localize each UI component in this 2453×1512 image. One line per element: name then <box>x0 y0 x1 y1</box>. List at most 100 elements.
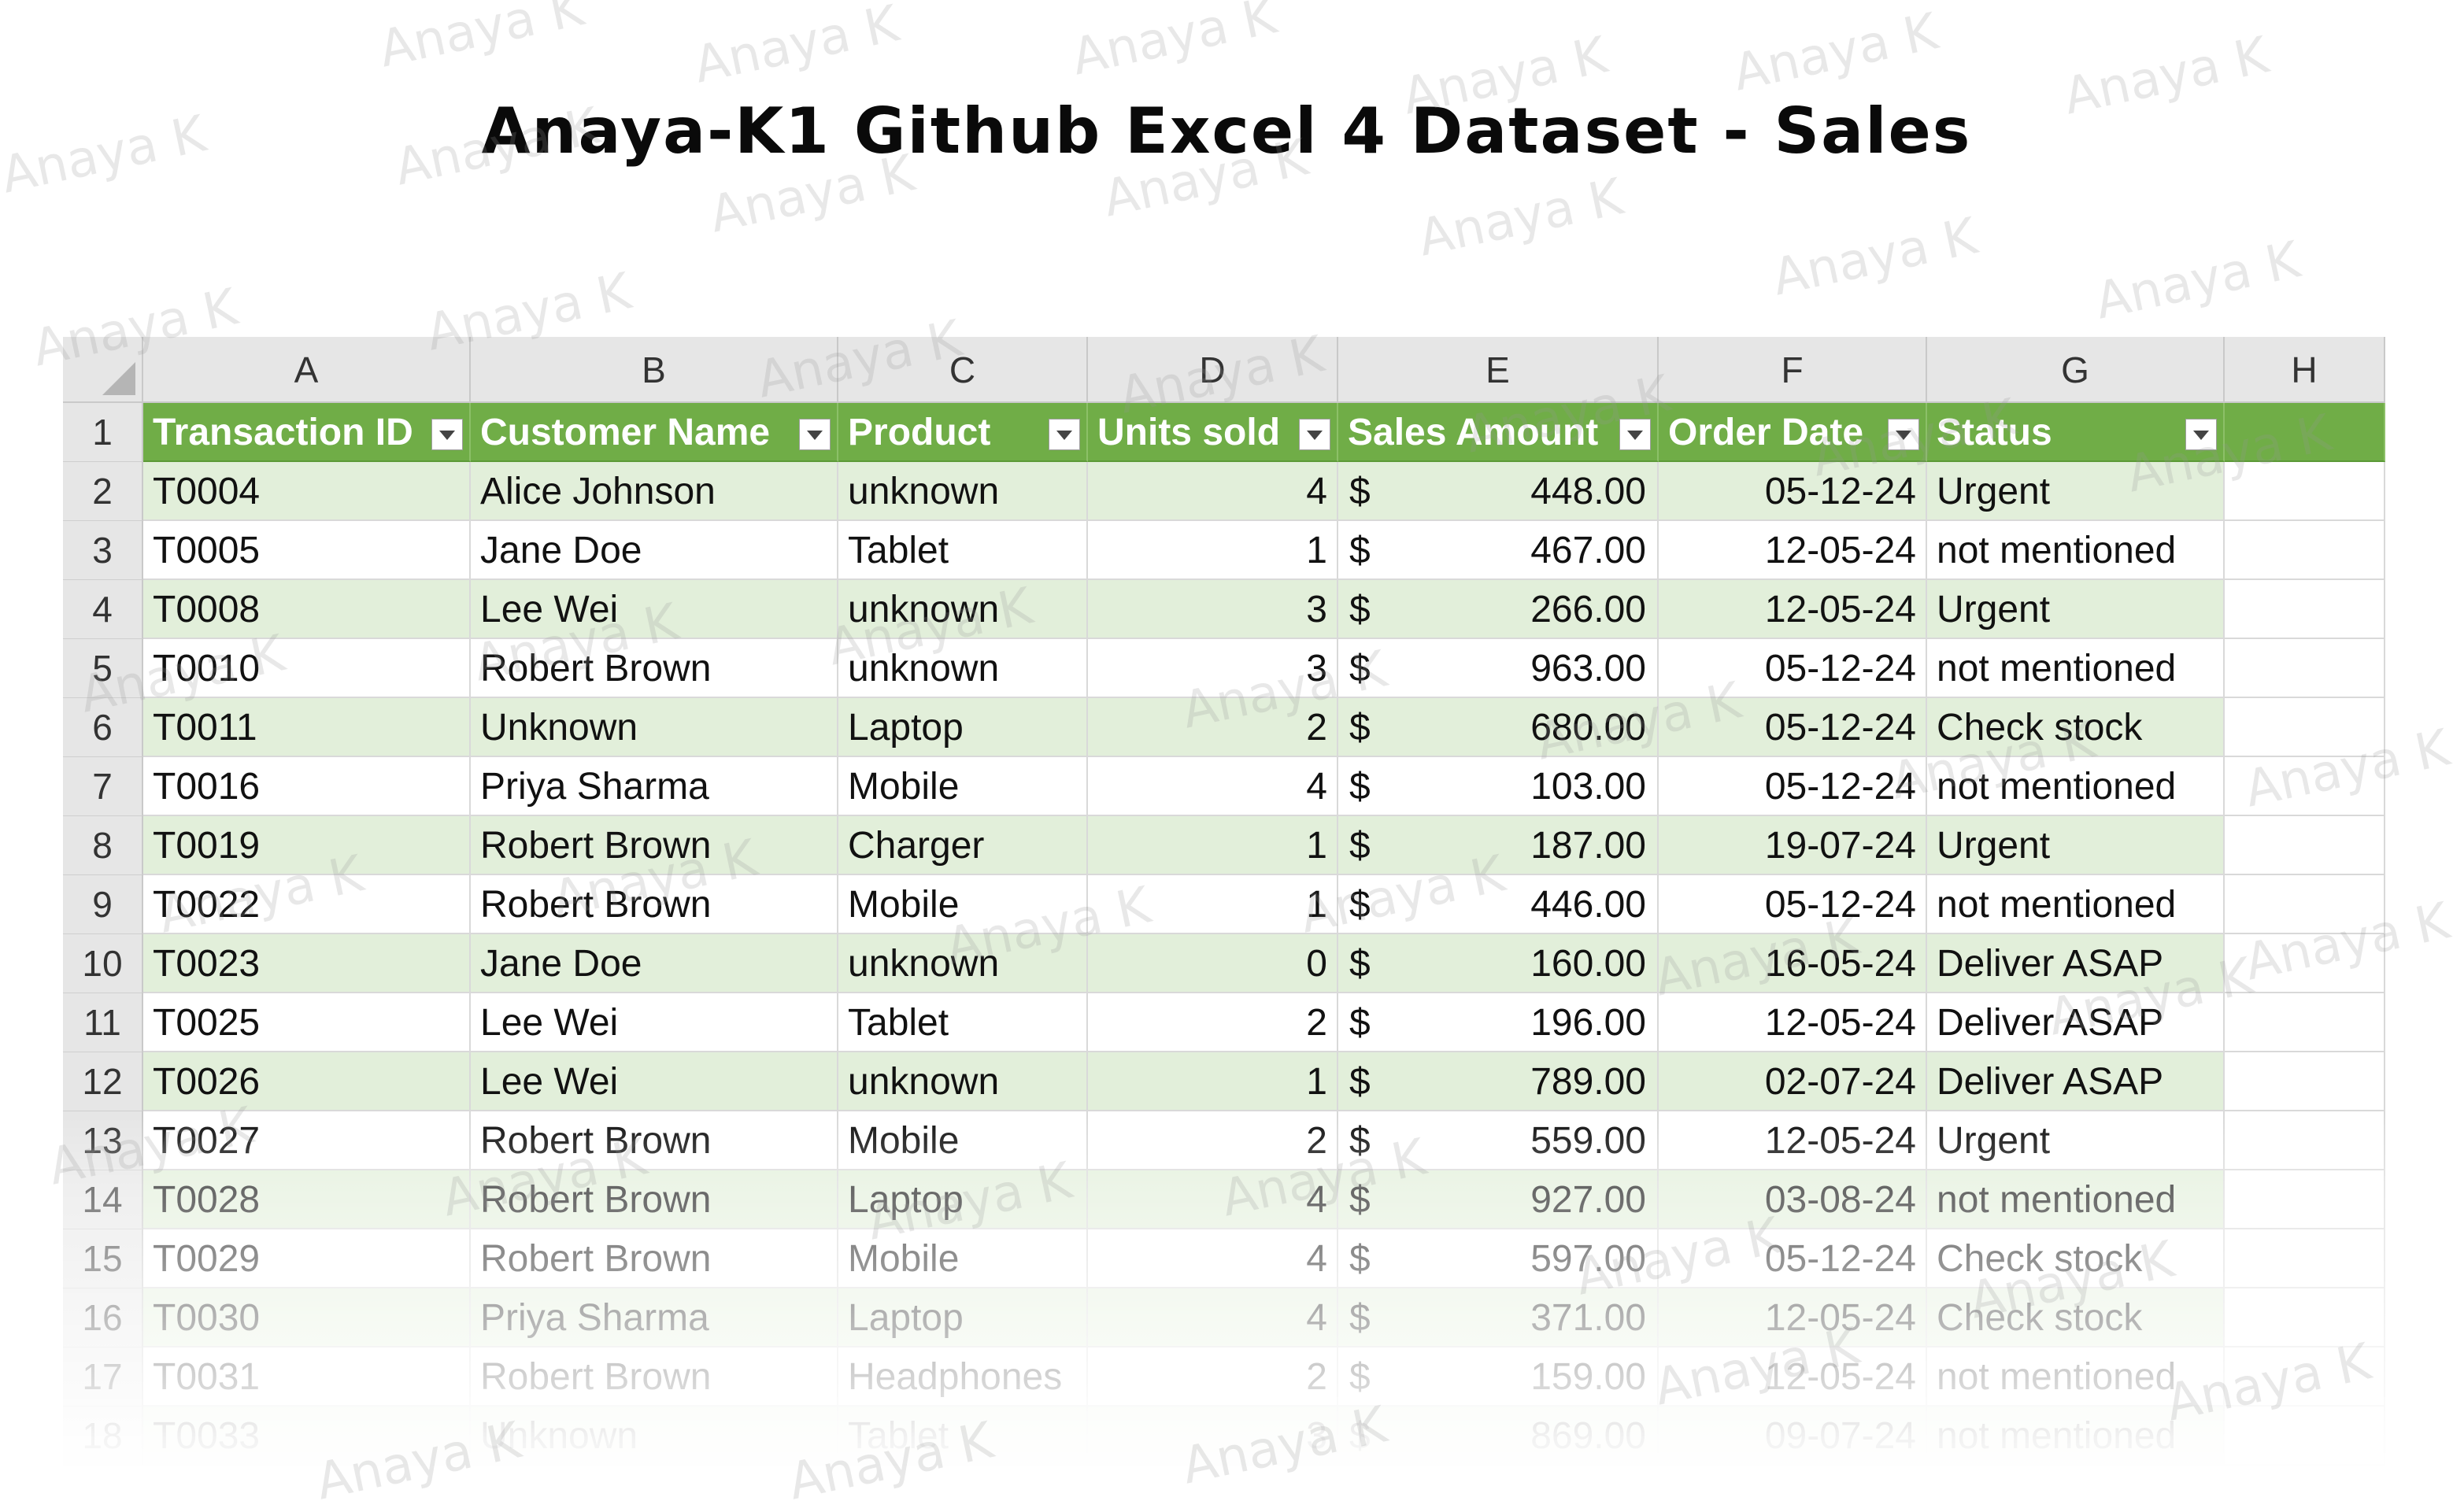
column-header-f[interactable]: F <box>1659 337 1927 403</box>
id-cell[interactable]: T0022 <box>143 875 471 934</box>
column-header-d[interactable]: D <box>1088 337 1338 403</box>
empty-cell[interactable] <box>2225 698 2385 757</box>
product-cell[interactable]: Tablet <box>838 1407 1088 1466</box>
status-cell[interactable]: Deliver ASAP <box>1927 934 2225 993</box>
product-cell[interactable]: Laptop <box>838 698 1088 757</box>
empty-cell[interactable] <box>2225 462 2385 521</box>
id-cell[interactable]: T0016 <box>143 757 471 816</box>
amount-cell[interactable]: $680.00 <box>1338 698 1659 757</box>
name-cell[interactable]: Unknown <box>471 1407 838 1466</box>
status-cell[interactable]: not mentioned <box>1927 1407 2225 1466</box>
date-cell[interactable]: 05-12-24 <box>1659 698 1927 757</box>
product-cell[interactable]: unknown <box>838 934 1088 993</box>
units-cell[interactable]: 3 <box>1088 1407 1338 1466</box>
name-cell[interactable]: Robert Brown <box>471 1170 838 1229</box>
units-cell[interactable]: 4 <box>1088 462 1338 521</box>
amount-cell[interactable]: $196.00 <box>1338 993 1659 1052</box>
name-cell[interactable]: Lee Wei <box>471 580 838 639</box>
amount-cell[interactable]: $963.00 <box>1338 639 1659 698</box>
id-cell[interactable]: T0008 <box>143 580 471 639</box>
amount-cell[interactable]: $187.00 <box>1338 816 1659 875</box>
date-cell[interactable]: 02-07-24 <box>1659 1052 1927 1111</box>
product-cell[interactable]: Mobile <box>838 757 1088 816</box>
status-cell[interactable]: Urgent <box>1927 816 2225 875</box>
row-number[interactable]: 6 <box>63 698 143 757</box>
units-cell[interactable]: 2 <box>1088 993 1338 1052</box>
filter-dropdown-icon[interactable] <box>1299 419 1330 450</box>
empty-cell[interactable] <box>2225 1229 2385 1288</box>
id-cell[interactable]: T0033 <box>143 1407 471 1466</box>
product-cell[interactable]: unknown <box>838 580 1088 639</box>
id-cell[interactable]: T0026 <box>143 1052 471 1111</box>
status-cell[interactable]: Urgent <box>1927 1111 2225 1170</box>
empty-cell[interactable] <box>2225 403 2385 462</box>
row-number[interactable]: 10 <box>63 934 143 993</box>
filter-dropdown-icon[interactable] <box>431 419 463 450</box>
units-cell[interactable]: 2 <box>1088 1111 1338 1170</box>
row-number[interactable]: 18 <box>63 1407 143 1466</box>
date-cell[interactable]: 05-12-24 <box>1659 462 1927 521</box>
product-cell[interactable]: unknown <box>838 1052 1088 1111</box>
name-cell[interactable]: Robert Brown <box>471 816 838 875</box>
name-cell[interactable]: Robert Brown <box>471 639 838 698</box>
date-cell[interactable]: 12-05-24 <box>1659 1288 1927 1347</box>
row-number[interactable]: 14 <box>63 1170 143 1229</box>
amount-cell[interactable]: $103.00 <box>1338 757 1659 816</box>
id-cell[interactable]: T0028 <box>143 1170 471 1229</box>
id-cell[interactable]: T0019 <box>143 816 471 875</box>
date-cell[interactable]: 03-08-24 <box>1659 1170 1927 1229</box>
header-cell[interactable]: Order Date <box>1659 403 1927 462</box>
date-cell[interactable]: 05-12-24 <box>1659 639 1927 698</box>
header-cell[interactable]: Customer Name <box>471 403 838 462</box>
units-cell[interactable]: 4 <box>1088 1288 1338 1347</box>
status-cell[interactable]: not mentioned <box>1927 1170 2225 1229</box>
date-cell[interactable]: 16-05-24 <box>1659 934 1927 993</box>
id-cell[interactable]: T0031 <box>143 1347 471 1407</box>
product-cell[interactable]: Laptop <box>838 1170 1088 1229</box>
date-cell[interactable]: 12-05-24 <box>1659 1111 1927 1170</box>
column-header-h[interactable]: H <box>2225 337 2385 403</box>
column-header-c[interactable]: C <box>838 337 1088 403</box>
row-number[interactable]: 5 <box>63 639 143 698</box>
name-cell[interactable]: Robert Brown <box>471 1347 838 1407</box>
units-cell[interactable]: 2 <box>1088 1347 1338 1407</box>
header-cell[interactable]: Units sold <box>1088 403 1338 462</box>
product-cell[interactable]: Mobile <box>838 1229 1088 1288</box>
units-cell[interactable]: 3 <box>1088 639 1338 698</box>
units-cell[interactable]: 2 <box>1088 698 1338 757</box>
units-cell[interactable]: 4 <box>1088 1170 1338 1229</box>
units-cell[interactable]: 1 <box>1088 521 1338 580</box>
product-cell[interactable]: Mobile <box>838 1111 1088 1170</box>
amount-cell[interactable]: $266.00 <box>1338 580 1659 639</box>
date-cell[interactable]: 05-12-24 <box>1659 1229 1927 1288</box>
status-cell[interactable]: Check stock <box>1927 1229 2225 1288</box>
empty-cell[interactable] <box>2225 1052 2385 1111</box>
name-cell[interactable]: Unknown <box>471 698 838 757</box>
amount-cell[interactable]: $789.00 <box>1338 1052 1659 1111</box>
filter-dropdown-icon[interactable] <box>1049 419 1080 450</box>
filter-dropdown-icon[interactable] <box>1888 419 1919 450</box>
product-cell[interactable]: Headphones <box>838 1347 1088 1407</box>
status-cell[interactable]: not mentioned <box>1927 521 2225 580</box>
empty-cell[interactable] <box>2225 934 2385 993</box>
amount-cell[interactable]: $159.00 <box>1338 1347 1659 1407</box>
amount-cell[interactable]: $467.00 <box>1338 521 1659 580</box>
column-header-b[interactable]: B <box>471 337 838 403</box>
empty-cell[interactable] <box>2225 1170 2385 1229</box>
name-cell[interactable]: Lee Wei <box>471 1052 838 1111</box>
name-cell[interactable]: Jane Doe <box>471 934 838 993</box>
product-cell[interactable]: Laptop <box>838 1288 1088 1347</box>
empty-cell[interactable] <box>2225 1111 2385 1170</box>
status-cell[interactable]: not mentioned <box>1927 1347 2225 1407</box>
empty-cell[interactable] <box>2225 875 2385 934</box>
row-number[interactable]: 9 <box>63 875 143 934</box>
status-cell[interactable]: Urgent <box>1927 580 2225 639</box>
product-cell[interactable]: Charger <box>838 816 1088 875</box>
units-cell[interactable]: 3 <box>1088 580 1338 639</box>
name-cell[interactable]: Alice Johnson <box>471 462 838 521</box>
date-cell[interactable]: 12-05-24 <box>1659 580 1927 639</box>
row-number[interactable]: 15 <box>63 1229 143 1288</box>
row-number[interactable]: 12 <box>63 1052 143 1111</box>
date-cell[interactable]: 12-05-24 <box>1659 993 1927 1052</box>
empty-cell[interactable] <box>2225 1407 2385 1466</box>
